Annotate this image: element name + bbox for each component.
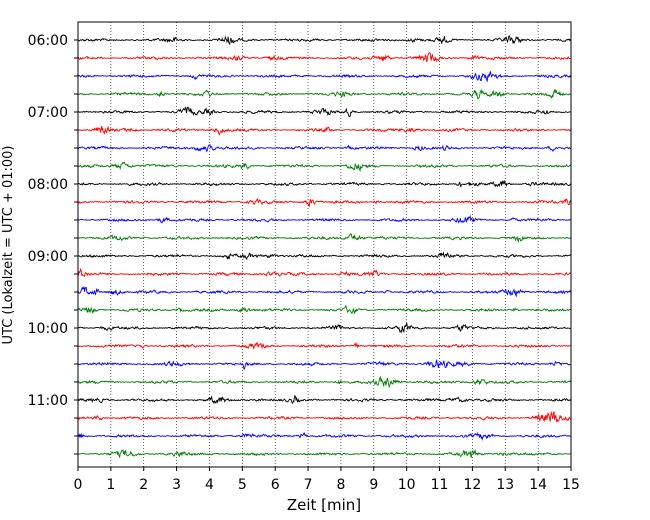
- x-tick-label: 1: [106, 477, 115, 493]
- trace-07:15: [77, 125, 572, 136]
- x-tick-label: 7: [304, 477, 313, 493]
- vertical-gridlines: [110, 22, 539, 467]
- trace-06:45: [77, 88, 572, 100]
- trace-08:00: [77, 179, 572, 188]
- trace-10:15: [77, 341, 571, 351]
- x-tick-label: 4: [205, 477, 214, 493]
- trace-10:00: [77, 322, 572, 334]
- y-tick-label: 09:00: [28, 249, 68, 265]
- y-tick-label: 08:00: [28, 177, 68, 193]
- y-tick-label: 06:00: [28, 33, 68, 49]
- trace-07:00: [77, 106, 572, 118]
- plot-frame: [77, 21, 572, 468]
- trace-08:45: [77, 233, 572, 244]
- x-tick-label: 11: [431, 477, 449, 493]
- trace-06:15: [77, 51, 572, 63]
- y-tick-label: 10:00: [28, 321, 68, 337]
- x-tick-label: 10: [398, 477, 416, 493]
- y-tick-label: 07:00: [28, 105, 68, 121]
- x-tick-label: 0: [74, 477, 83, 493]
- trace-10:45: [77, 375, 572, 389]
- trace-11:15: [77, 411, 572, 423]
- trace-08:30: [77, 214, 572, 224]
- trace-group: [77, 35, 572, 458]
- trace-09:15: [77, 267, 572, 278]
- x-tick-label: 2: [139, 477, 148, 493]
- x-axis-ticks: 0 1 2 3 4 5 6 7 8 9 10 11 12 13 14 15: [74, 467, 580, 493]
- y-axis-label: UTC (Lokalzeit = UTC + 01:00): [1, 146, 16, 345]
- trace-07:30: [77, 144, 572, 153]
- trace-11:45: [77, 448, 572, 458]
- trace-07:45: [77, 161, 572, 173]
- trace-09:30: [77, 286, 572, 298]
- trace-08:15: [77, 197, 572, 208]
- trace-09:45: [77, 304, 572, 315]
- plot-background: [78, 22, 571, 467]
- trace-11:30: [77, 431, 572, 441]
- trace-09:00: [77, 251, 572, 261]
- x-tick-label: 8: [336, 477, 345, 493]
- x-tick-label: 14: [529, 477, 547, 493]
- trace-11:00: [77, 394, 572, 404]
- x-tick-label: 12: [463, 477, 481, 493]
- x-tick-label: 3: [172, 477, 181, 493]
- y-axis-ticks: 06:00 07:00 08:00 09:00 10:00 11:00: [28, 33, 78, 455]
- x-tick-label: 6: [271, 477, 280, 493]
- trace-10:30: [77, 359, 572, 370]
- x-tick-label: 5: [238, 477, 247, 493]
- trace-06:00: [77, 35, 572, 46]
- x-tick-label: 9: [369, 477, 378, 493]
- y-tick-label: 11:00: [28, 393, 68, 409]
- trace-06:30: [77, 70, 572, 83]
- x-tick-label: 15: [562, 477, 580, 493]
- x-tick-label: 13: [496, 477, 514, 493]
- x-axis-label: Zeit [min]: [287, 496, 361, 514]
